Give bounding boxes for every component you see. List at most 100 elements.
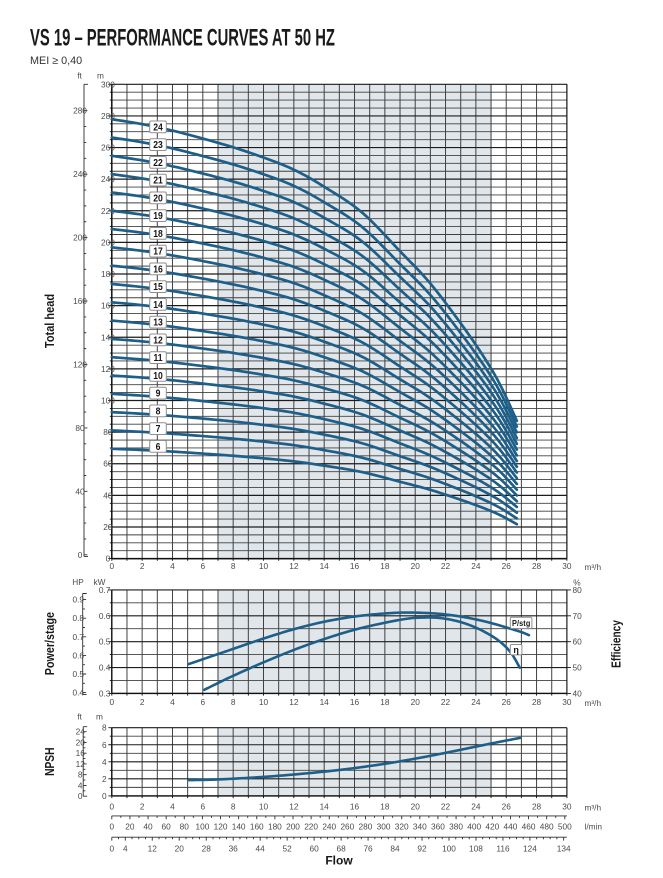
- svg-text:26: 26: [502, 801, 512, 811]
- svg-text:21: 21: [153, 175, 163, 186]
- svg-text:200: 200: [286, 822, 300, 832]
- svg-text:23: 23: [153, 140, 163, 151]
- svg-text:6: 6: [201, 561, 206, 571]
- svg-text:16: 16: [350, 801, 360, 811]
- svg-text:4: 4: [123, 843, 128, 853]
- svg-text:ft: ft: [77, 712, 82, 722]
- svg-text:m: m: [97, 71, 104, 81]
- svg-text:%: %: [573, 578, 581, 588]
- svg-text:100: 100: [442, 843, 456, 853]
- svg-text:18: 18: [380, 561, 390, 571]
- svg-text:0.8: 0.8: [73, 613, 85, 623]
- svg-text:200: 200: [73, 233, 87, 243]
- svg-text:160: 160: [250, 822, 264, 832]
- svg-text:84: 84: [390, 843, 400, 853]
- svg-text:44: 44: [256, 843, 266, 853]
- svg-text:460: 460: [522, 822, 536, 832]
- svg-text:MEI ≥ 0,40: MEI ≥ 0,40: [30, 55, 82, 67]
- svg-text:0.5: 0.5: [73, 669, 85, 679]
- svg-text:140: 140: [101, 332, 115, 342]
- svg-text:180: 180: [268, 822, 282, 832]
- svg-text:11: 11: [153, 353, 162, 364]
- svg-text:500: 500: [558, 822, 572, 832]
- svg-text:134: 134: [557, 843, 571, 853]
- svg-text:10: 10: [259, 697, 269, 707]
- svg-text:η: η: [513, 645, 519, 655]
- svg-text:15: 15: [153, 282, 163, 293]
- svg-text:28: 28: [202, 843, 212, 853]
- svg-text:6: 6: [102, 740, 107, 750]
- svg-text:240: 240: [101, 174, 115, 184]
- svg-text:92: 92: [417, 843, 427, 853]
- svg-text:12: 12: [289, 697, 299, 707]
- svg-text:380: 380: [449, 822, 463, 832]
- svg-text:VS 19 – PERFORMANCE CURVES AT: VS 19 – PERFORMANCE CURVES AT 50 HZ: [30, 25, 335, 51]
- svg-text:0: 0: [109, 697, 114, 707]
- svg-text:l/min: l/min: [585, 822, 603, 832]
- svg-text:30: 30: [562, 561, 572, 571]
- svg-text:P/stg: P/stg: [512, 619, 530, 629]
- svg-text:14: 14: [320, 801, 330, 811]
- svg-text:16: 16: [76, 748, 86, 758]
- svg-text:40: 40: [75, 486, 85, 496]
- svg-text:12: 12: [289, 801, 299, 811]
- svg-text:0: 0: [78, 550, 83, 560]
- svg-text:4: 4: [78, 780, 83, 790]
- svg-text:60: 60: [162, 822, 172, 832]
- svg-text:76: 76: [363, 843, 373, 853]
- svg-text:20: 20: [175, 843, 185, 853]
- svg-text:0: 0: [109, 561, 114, 571]
- svg-text:m³/h: m³/h: [585, 698, 602, 708]
- svg-text:68: 68: [336, 843, 346, 853]
- svg-text:20: 20: [125, 822, 135, 832]
- svg-text:Efficiency: Efficiency: [611, 620, 624, 668]
- svg-text:300: 300: [101, 79, 115, 89]
- svg-text:60: 60: [310, 843, 320, 853]
- svg-text:10: 10: [153, 370, 163, 381]
- svg-text:40: 40: [103, 490, 113, 500]
- svg-text:8: 8: [102, 723, 107, 733]
- svg-text:18: 18: [380, 697, 390, 707]
- svg-text:80: 80: [103, 427, 113, 437]
- svg-text:0.7: 0.7: [73, 632, 85, 642]
- svg-text:0.4: 0.4: [99, 663, 111, 673]
- svg-text:0.9: 0.9: [73, 595, 85, 605]
- svg-text:14: 14: [320, 697, 330, 707]
- svg-text:6: 6: [201, 697, 206, 707]
- svg-text:10: 10: [259, 801, 269, 811]
- svg-text:0.7: 0.7: [99, 585, 111, 595]
- svg-text:26: 26: [502, 697, 512, 707]
- svg-text:160: 160: [101, 301, 115, 311]
- svg-text:0: 0: [78, 791, 83, 801]
- svg-text:240: 240: [73, 169, 87, 179]
- svg-text:ft: ft: [77, 71, 82, 81]
- svg-text:20: 20: [411, 561, 421, 571]
- svg-text:19: 19: [153, 211, 163, 222]
- svg-text:NPSH: NPSH: [44, 747, 57, 775]
- svg-text:0: 0: [106, 554, 111, 564]
- svg-text:2: 2: [140, 697, 145, 707]
- svg-text:0: 0: [109, 801, 114, 811]
- svg-text:7: 7: [156, 424, 161, 435]
- svg-text:440: 440: [504, 822, 518, 832]
- svg-text:124: 124: [523, 843, 537, 853]
- svg-text:4: 4: [170, 697, 175, 707]
- svg-text:60: 60: [573, 637, 583, 647]
- svg-text:m³/h: m³/h: [585, 562, 602, 572]
- svg-text:0: 0: [102, 791, 107, 801]
- svg-text:0.6: 0.6: [99, 611, 111, 621]
- svg-text:70: 70: [573, 611, 583, 621]
- svg-text:10: 10: [259, 561, 269, 571]
- svg-text:400: 400: [467, 822, 481, 832]
- svg-text:Power/stage: Power/stage: [43, 611, 57, 675]
- svg-text:12: 12: [148, 843, 158, 853]
- svg-text:9: 9: [156, 388, 161, 399]
- svg-text:24: 24: [471, 801, 481, 811]
- svg-text:28: 28: [532, 801, 542, 811]
- svg-text:28: 28: [532, 697, 542, 707]
- svg-text:2: 2: [140, 561, 145, 571]
- svg-text:4: 4: [170, 801, 175, 811]
- svg-text:180: 180: [101, 269, 115, 279]
- svg-text:120: 120: [101, 364, 115, 374]
- svg-text:22: 22: [441, 697, 451, 707]
